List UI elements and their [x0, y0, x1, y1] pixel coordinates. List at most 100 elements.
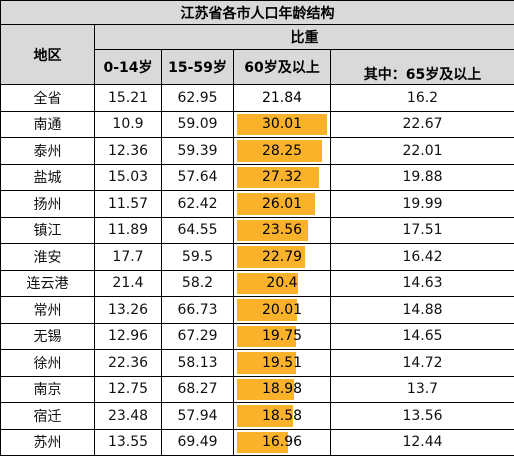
- cell-age-65-plus: 12.44: [331, 429, 514, 456]
- cell-region: 苏州: [1, 429, 95, 456]
- cell-age-0-14: 10.9: [95, 111, 162, 138]
- cell-age-0-14: 11.57: [95, 191, 162, 218]
- cell-region: 连云港: [1, 270, 95, 297]
- cell-region: 宿迁: [1, 403, 95, 430]
- cell-age-60-plus: 22.79: [234, 244, 331, 271]
- cell-age-65-plus: 13.7: [331, 376, 514, 403]
- data-label: 19.51: [262, 355, 302, 371]
- cell-region: 无锡: [1, 323, 95, 350]
- cell-age-15-59: 59.09: [162, 111, 234, 138]
- data-label: 23.56: [262, 222, 302, 238]
- cell-age-15-59: 69.49: [162, 429, 234, 456]
- cell-age-65-plus: 16.42: [331, 244, 514, 271]
- cell-age-65-plus: 14.88: [331, 297, 514, 324]
- data-label: 27.32: [262, 169, 302, 185]
- header-age-0-14: 0-14岁: [95, 50, 162, 85]
- cell-age-15-59: 59.39: [162, 138, 234, 165]
- cell-age-15-59: 62.95: [162, 85, 234, 112]
- cell-age-0-14: 23.48: [95, 403, 162, 430]
- header-age-65-plus: 其中：65岁及以上: [331, 50, 514, 85]
- cell-region: 淮安: [1, 244, 95, 271]
- cell-age-60-plus: 26.01: [234, 191, 331, 218]
- cell-age-0-14: 13.55: [95, 429, 162, 456]
- cell-age-60-plus: 19.51: [234, 350, 331, 377]
- data-label: 30.01: [262, 116, 302, 132]
- cell-age-0-14: 13.26: [95, 297, 162, 324]
- cell-age-15-59: 59.5: [162, 244, 234, 271]
- cell-age-0-14: 12.96: [95, 323, 162, 350]
- data-label: 19.75: [262, 328, 302, 344]
- cell-age-60-plus: 23.56: [234, 217, 331, 244]
- cell-region: 徐州: [1, 350, 95, 377]
- cell-age-15-59: 57.94: [162, 403, 234, 430]
- cell-age-15-59: 67.29: [162, 323, 234, 350]
- cell-region: 常州: [1, 297, 95, 324]
- table-title: 江苏省各市人口年龄结构: [1, 1, 514, 25]
- cell-age-60-plus: 19.75: [234, 323, 331, 350]
- data-label: 26.01: [262, 196, 302, 212]
- cell-age-0-14: 12.75: [95, 376, 162, 403]
- cell-region: 南通: [1, 111, 95, 138]
- cell-region: 镇江: [1, 217, 95, 244]
- cell-age-65-plus: 19.88: [331, 164, 514, 191]
- cell-age-60-plus: 18.58: [234, 403, 331, 430]
- data-label: 28.25: [262, 143, 302, 159]
- cell-age-65-plus: 22.67: [331, 111, 514, 138]
- cell-age-60-plus: 21.84: [234, 85, 331, 112]
- cell-age-0-14: 15.21: [95, 85, 162, 112]
- cell-age-15-59: 58.13: [162, 350, 234, 377]
- cell-age-15-59: 68.27: [162, 376, 234, 403]
- cell-age-60-plus: 30.01: [234, 111, 331, 138]
- cell-age-65-plus: 19.99: [331, 191, 514, 218]
- header-age-60-plus: 60岁及以上: [234, 50, 331, 85]
- data-label: 20.4: [266, 275, 297, 291]
- data-label: 21.84: [262, 90, 302, 106]
- cell-age-60-plus: 20.4: [234, 270, 331, 297]
- data-label: 18.98: [262, 381, 302, 397]
- cell-region: 全省: [1, 85, 95, 112]
- cell-age-0-14: 21.4: [95, 270, 162, 297]
- cell-age-0-14: 15.03: [95, 164, 162, 191]
- cell-age-0-14: 17.7: [95, 244, 162, 271]
- cell-age-60-plus: 18.98: [234, 376, 331, 403]
- data-label: 16.96: [262, 434, 302, 450]
- cell-age-60-plus: 27.32: [234, 164, 331, 191]
- cell-region: 盐城: [1, 164, 95, 191]
- cell-age-0-14: 22.36: [95, 350, 162, 377]
- cell-region: 南京: [1, 376, 95, 403]
- cell-age-65-plus: 14.72: [331, 350, 514, 377]
- data-label: 20.01: [262, 302, 302, 318]
- cell-age-15-59: 57.64: [162, 164, 234, 191]
- cell-age-15-59: 64.55: [162, 217, 234, 244]
- header-region: 地区: [1, 25, 95, 85]
- cell-age-65-plus: 16.2: [331, 85, 514, 112]
- cell-age-65-plus: 22.01: [331, 138, 514, 165]
- data-label: 22.79: [262, 249, 302, 265]
- cell-age-60-plus: 20.01: [234, 297, 331, 324]
- data-label: 18.58: [262, 408, 302, 424]
- cell-age-15-59: 58.2: [162, 270, 234, 297]
- header-age-15-59: 15-59岁: [162, 50, 234, 85]
- cell-age-15-59: 62.42: [162, 191, 234, 218]
- header-ratio: 比重: [95, 25, 514, 50]
- cell-region: 扬州: [1, 191, 95, 218]
- cell-age-65-plus: 13.56: [331, 403, 514, 430]
- cell-age-60-plus: 16.96: [234, 429, 331, 456]
- cell-age-0-14: 11.89: [95, 217, 162, 244]
- cell-age-0-14: 12.36: [95, 138, 162, 165]
- cell-region: 泰州: [1, 138, 95, 165]
